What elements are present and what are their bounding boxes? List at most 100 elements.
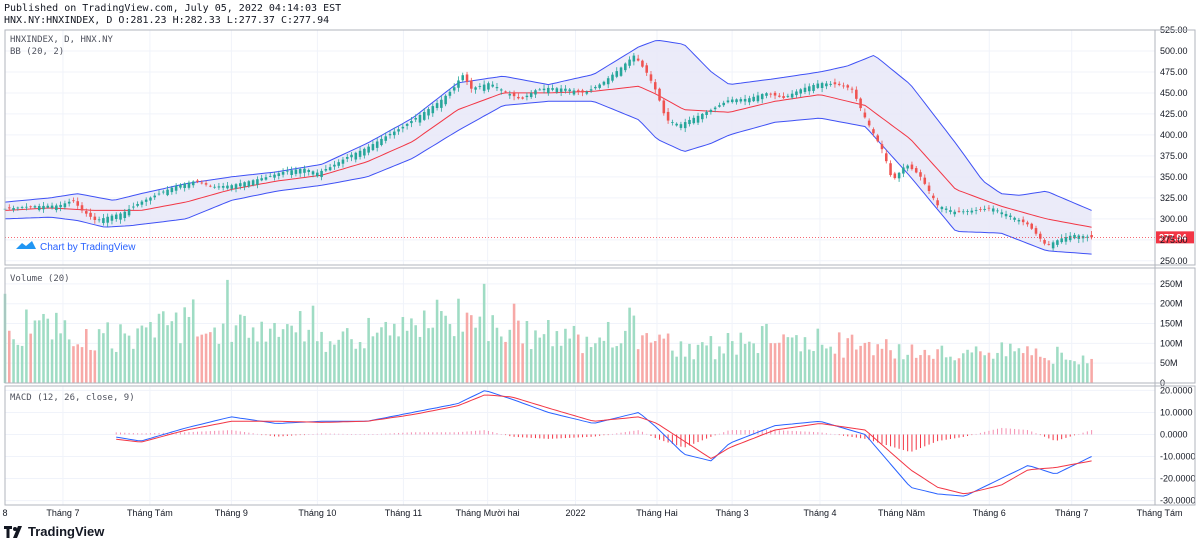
macd-histogram-bar [778,430,780,435]
price-pane-frame [4,29,1196,266]
candle [324,169,328,171]
candle [20,207,24,209]
candle [281,171,285,175]
macd-histogram-bar [428,432,430,435]
watermark[interactable]: Chart by TradingView [16,241,136,253]
candle [675,123,678,126]
volume-bar [512,303,516,383]
macd-histogram-bar [432,432,434,435]
macd-histogram-bar [1086,431,1088,435]
macd-histogram-bar [932,434,934,443]
volume-bar [833,353,837,383]
candle [85,211,88,214]
volume-bar [345,328,349,383]
y-tick-label: 500.00 [1160,46,1188,56]
tradingview-logo[interactable]: TradingView [4,524,104,539]
y-tick-label: 300.00 [1160,214,1188,224]
macd-histogram-bar [731,430,733,435]
macd-histogram-bar [633,430,635,435]
macd-histogram-bar [419,432,421,435]
candle [705,111,708,115]
volume-bar [1038,356,1042,383]
volume-pane[interactable] [3,279,1093,383]
volume-bar [50,339,54,383]
candle [311,171,315,175]
candle [936,200,939,206]
tradingview-logo-icon [4,525,22,538]
candle [897,172,901,179]
volume-bar [705,345,708,383]
candle [499,89,503,91]
macd-histogram-bar [868,434,870,441]
macd-histogram-bar [765,430,767,435]
candle [1077,235,1081,239]
candle [16,207,20,209]
y-tick-label: -30.0000 [1160,496,1196,506]
candle [816,83,820,88]
macd-histogram-bar [145,433,147,435]
x-tick-label: Tháng 11 [385,508,422,518]
y-tick-label: -10.0000 [1160,452,1196,462]
volume-bar [893,358,897,383]
candle [722,102,725,106]
candle [132,206,135,208]
volume-bar [1081,355,1085,383]
macd-histogram-bar [286,434,288,436]
macd-histogram-bar [1022,429,1024,435]
volume-bar [653,341,657,383]
volume-bar [709,336,713,383]
volume-bar [756,353,760,383]
x-tick-label: Tháng Tám [127,508,173,518]
candle [671,122,674,123]
candle [260,178,263,181]
candle [730,99,734,103]
volume-bar [311,305,315,383]
volume-bar [897,344,901,383]
macd-histogram-bar [252,433,254,435]
macd-histogram-bar [680,434,682,447]
volume-bar [487,341,490,383]
volume-bar [1077,364,1081,383]
candle [1000,212,1004,215]
volume-bar [812,351,815,383]
volume-bar [902,359,905,383]
candle [243,182,246,187]
macd-pane-title: MACD (12, 26, close, 9) [10,393,135,403]
candle [966,211,969,212]
macd-histogram-bar [278,434,280,437]
x-tick-label: Tháng Hai [636,508,678,518]
candle [1068,235,1072,241]
y-tick-label: 450.00 [1160,88,1188,98]
volume-bar [76,344,80,383]
candle [435,103,439,109]
macd-histogram-bar [984,431,986,435]
volume-bar [671,350,674,383]
candle [983,208,986,210]
macd-histogram-bar [556,434,558,439]
macd-histogram-bar [154,433,156,435]
volume-bar [559,345,563,383]
volume-bar [226,279,229,383]
candle [517,96,520,99]
candle [213,186,216,188]
macd-histogram-bar [1048,434,1050,439]
macd-histogram-bar [1056,434,1058,441]
macd-histogram-bar [748,430,750,435]
candle [114,214,118,219]
macd-histogram-bar [599,434,601,436]
candle [50,205,54,209]
macd-pane-frame [4,385,1196,506]
volume-bar [303,341,306,383]
volume-bar [388,335,392,383]
volume-bar [427,328,430,383]
candle [187,182,191,188]
volume-bar [752,343,755,383]
candle [1009,215,1012,217]
macd-histogram-bar [988,430,990,435]
candle [405,123,409,126]
volume-bar [718,346,721,383]
price-pane[interactable]: 277.94 [3,39,1194,255]
price-pane-title: HNXINDEX, D, HNX.NY [10,35,114,45]
macd-pane[interactable] [115,390,1093,497]
